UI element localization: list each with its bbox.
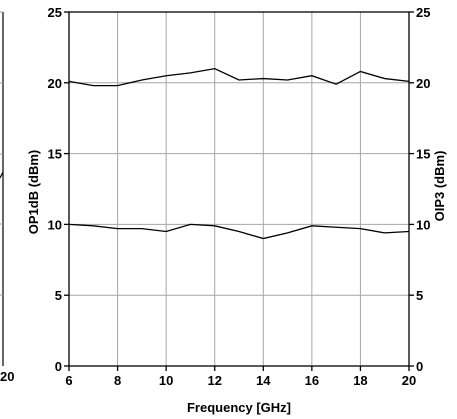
y-tick-label-right: 25	[416, 5, 430, 20]
left-clipped-panel	[0, 11, 4, 366]
grid	[69, 12, 409, 366]
y-tick-label-left: 15	[48, 147, 62, 162]
x-axis-label: Frequency [GHz]	[187, 400, 291, 415]
x-tick-label: 20	[402, 373, 416, 388]
ticks	[64, 11, 414, 371]
series-layer	[68, 67, 410, 240]
left-panel-line	[0, 171, 4, 179]
x-tick-label: 10	[159, 373, 173, 388]
tick-labels: 0 0 5 5 10 10 15 15 20 20 25 25 6 8 10 12 14 16 18 20	[48, 5, 431, 388]
series-line-2	[68, 223, 410, 240]
plot-frame	[68, 11, 410, 367]
x-tick-label: 16	[305, 373, 319, 388]
series-line-1	[68, 67, 410, 87]
x-tick-label: 12	[207, 373, 221, 388]
y-tick-label-right: 0	[416, 359, 423, 374]
y-tick-label-left: 0	[55, 359, 62, 374]
y-axis-label-right: OIP3 (dBm)	[432, 151, 447, 222]
y-axis-label-left: OP1dB (dBm)	[26, 150, 41, 235]
x-tick-label: 14	[256, 373, 271, 388]
x-tick-label: 18	[353, 373, 367, 388]
plot-border	[68, 11, 410, 367]
y-tick-label-right: 10	[416, 217, 430, 232]
y-tick-label-right: 20	[416, 76, 430, 91]
y-tick-label-left: 25	[48, 5, 62, 20]
x-tick-label: 6	[65, 373, 72, 388]
y-tick-label-right: 15	[416, 147, 430, 162]
y-tick-label-left: 5	[55, 288, 62, 303]
x-tick-label: 8	[114, 373, 121, 388]
y-tick-label-left: 20	[48, 76, 62, 91]
left-partial-tick-label: 20	[0, 369, 14, 384]
y-tick-label-left: 10	[48, 217, 62, 232]
y-tick-label-right: 5	[416, 288, 423, 303]
